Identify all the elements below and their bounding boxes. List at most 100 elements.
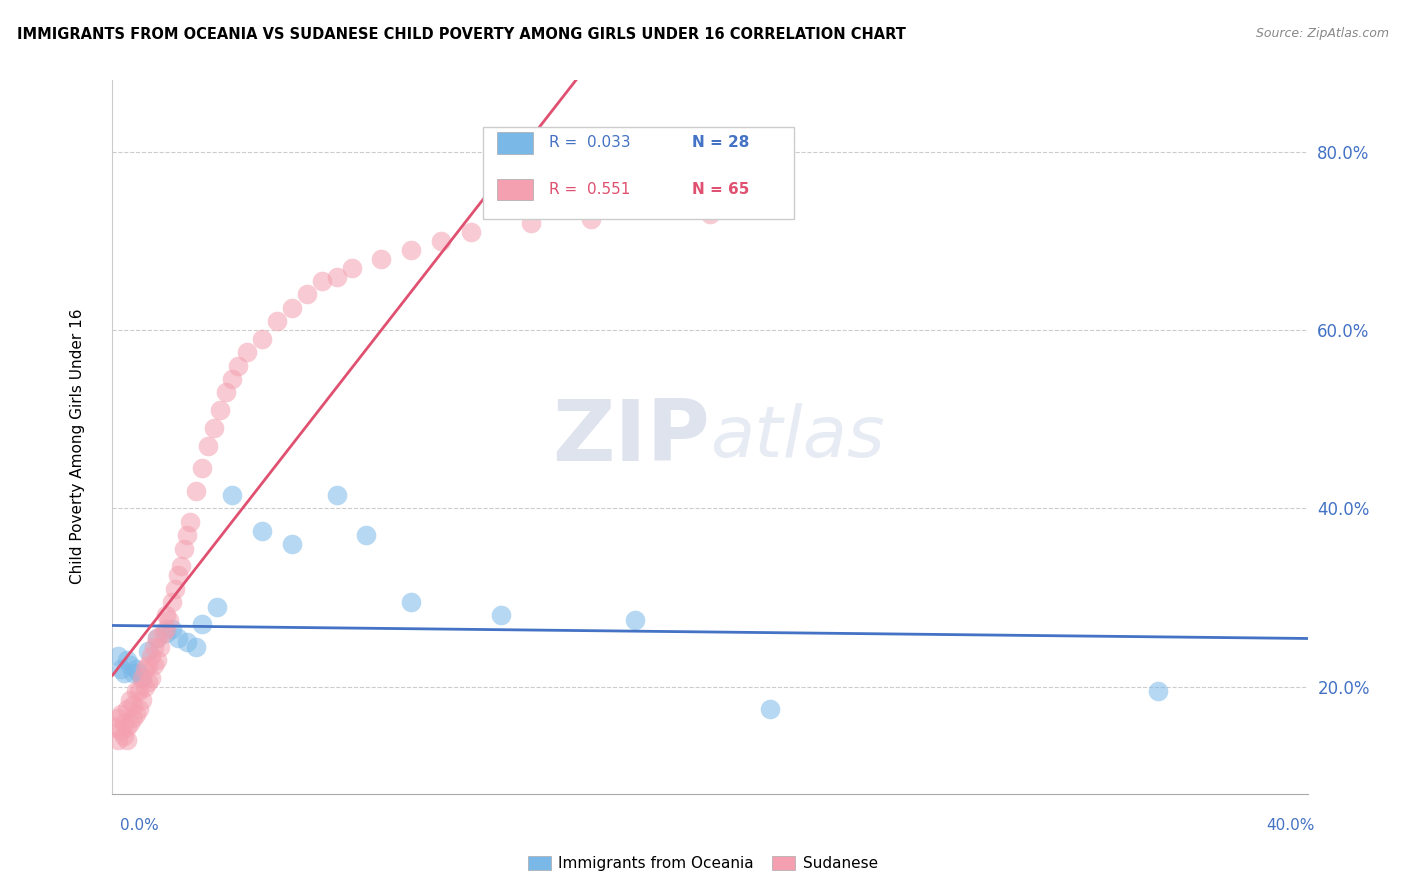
- Point: [114, 666, 135, 681]
- Point: [120, 657, 142, 672]
- Text: IMMIGRANTS FROM OCEANIA VS SUDANESE CHILD POVERTY AMONG GIRLS UNDER 16 CORRELATI: IMMIGRANTS FROM OCEANIA VS SUDANESE CHIL…: [17, 27, 905, 42]
- Point: [141, 648, 163, 663]
- Point: [489, 608, 512, 623]
- Text: Child Poverty Among Girls Under 16: Child Poverty Among Girls Under 16: [70, 309, 84, 583]
- Point: [146, 653, 169, 667]
- Point: [179, 515, 201, 529]
- Point: [117, 733, 139, 747]
- Point: [250, 524, 273, 538]
- Point: [165, 582, 187, 596]
- Text: R =  0.033: R = 0.033: [548, 136, 630, 151]
- Text: 40.0%: 40.0%: [1267, 818, 1315, 832]
- Point: [759, 702, 782, 716]
- Point: [146, 631, 169, 645]
- Point: [141, 671, 163, 685]
- Point: [149, 640, 172, 654]
- Point: [131, 693, 153, 707]
- Point: [1147, 684, 1170, 698]
- Point: [128, 666, 150, 681]
- Point: [110, 706, 132, 721]
- Point: [125, 706, 148, 721]
- Point: [120, 693, 142, 707]
- Text: atlas: atlas: [710, 402, 884, 472]
- Point: [110, 662, 132, 676]
- Point: [146, 631, 169, 645]
- Point: [117, 653, 139, 667]
- Point: [460, 225, 482, 239]
- Point: [370, 252, 392, 266]
- Point: [226, 359, 249, 373]
- Point: [143, 640, 166, 654]
- Point: [401, 243, 423, 257]
- Point: [401, 595, 423, 609]
- Point: [215, 385, 238, 400]
- Point: [170, 559, 193, 574]
- Point: [155, 626, 177, 640]
- Point: [221, 372, 243, 386]
- Point: [152, 626, 174, 640]
- Point: [138, 644, 160, 658]
- Point: [250, 332, 273, 346]
- Text: ZIP: ZIP: [553, 395, 710, 479]
- Point: [155, 608, 177, 623]
- Text: N = 65: N = 65: [692, 182, 749, 197]
- Point: [173, 541, 195, 556]
- Point: [125, 684, 148, 698]
- Point: [162, 595, 183, 609]
- Point: [143, 657, 166, 672]
- Point: [202, 421, 225, 435]
- Text: Source: ZipAtlas.com: Source: ZipAtlas.com: [1256, 27, 1389, 40]
- Text: 0.0%: 0.0%: [120, 818, 159, 832]
- Point: [167, 568, 190, 582]
- Point: [176, 528, 198, 542]
- Point: [138, 657, 160, 672]
- Point: [186, 483, 208, 498]
- Point: [107, 733, 129, 747]
- Point: [311, 274, 333, 288]
- Point: [325, 269, 347, 284]
- Point: [176, 635, 198, 649]
- FancyBboxPatch shape: [484, 127, 794, 219]
- Point: [122, 666, 145, 681]
- Point: [125, 662, 148, 676]
- FancyBboxPatch shape: [498, 178, 533, 200]
- Point: [122, 711, 145, 725]
- Point: [107, 711, 129, 725]
- Point: [340, 260, 363, 275]
- Point: [197, 439, 219, 453]
- Text: R =  0.551: R = 0.551: [548, 182, 630, 197]
- Point: [131, 671, 153, 685]
- Point: [205, 599, 228, 614]
- Point: [624, 613, 647, 627]
- Point: [131, 671, 153, 685]
- Point: [107, 648, 129, 663]
- Point: [122, 698, 145, 712]
- Point: [295, 287, 318, 301]
- Point: [117, 720, 139, 734]
- Point: [128, 702, 150, 716]
- Point: [186, 640, 208, 654]
- Point: [579, 211, 602, 226]
- Point: [699, 207, 721, 221]
- Legend: Immigrants from Oceania, Sudanese: Immigrants from Oceania, Sudanese: [522, 849, 884, 877]
- Point: [430, 234, 453, 248]
- Point: [155, 622, 177, 636]
- Point: [104, 720, 127, 734]
- Point: [191, 461, 214, 475]
- Point: [117, 702, 139, 716]
- Point: [281, 537, 304, 551]
- FancyBboxPatch shape: [498, 132, 533, 153]
- Text: N = 28: N = 28: [692, 136, 749, 151]
- Point: [281, 301, 304, 315]
- Point: [266, 314, 288, 328]
- Point: [134, 680, 156, 694]
- Point: [356, 528, 378, 542]
- Point: [167, 631, 190, 645]
- Point: [209, 403, 232, 417]
- Point: [325, 488, 347, 502]
- Point: [191, 617, 214, 632]
- Point: [520, 216, 543, 230]
- Point: [110, 724, 132, 739]
- Point: [221, 488, 243, 502]
- Point: [138, 675, 160, 690]
